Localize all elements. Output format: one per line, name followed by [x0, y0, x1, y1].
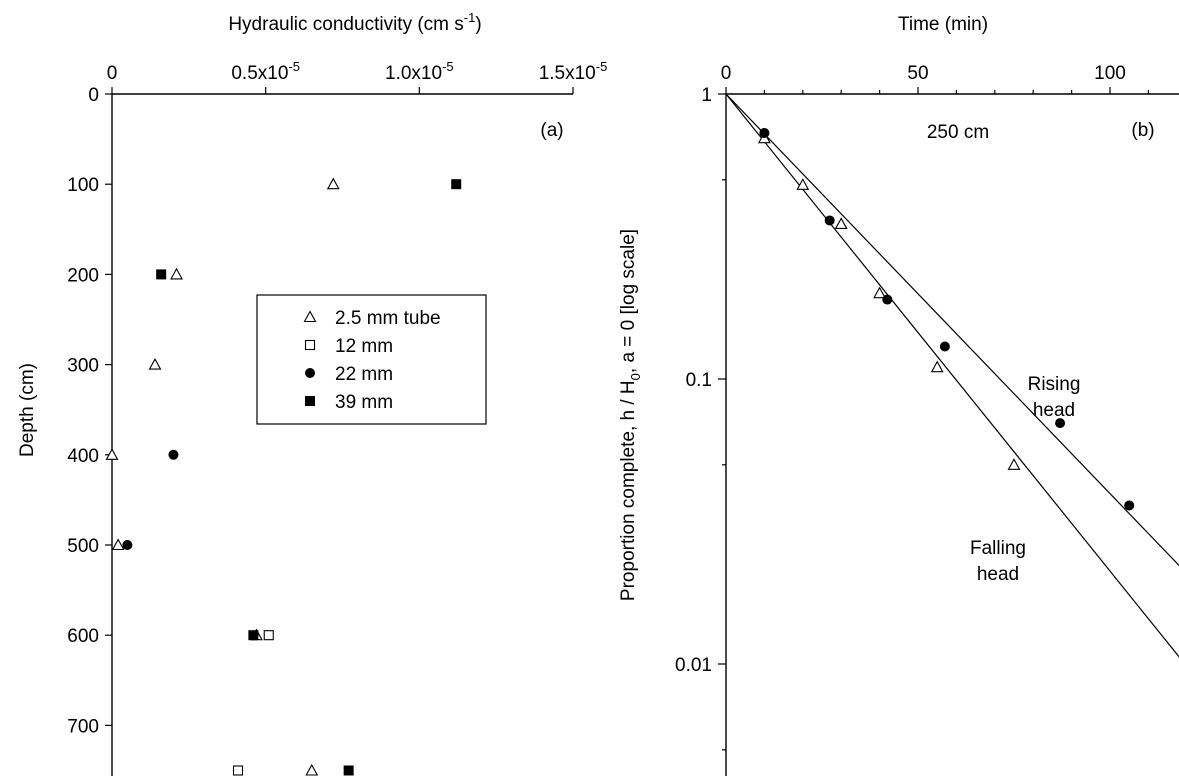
x-tick-label: 0	[721, 63, 732, 84]
data-point-rising-head	[939, 341, 950, 352]
y-tick-label: 100	[67, 175, 99, 196]
legend-label-22mm: 22 mm	[335, 364, 393, 385]
fit-line-falling-head	[725, 93, 1179, 658]
legend-label-12mm: 12 mm	[335, 336, 393, 357]
y-tick-label: 700	[67, 716, 99, 737]
data-point-2-5-mm-tube	[326, 177, 340, 190]
panel-b-y-title-post: , a = 0 [log scale]	[618, 229, 639, 373]
data-point-22-mm	[168, 449, 179, 460]
y-tick-label: 0	[88, 85, 99, 106]
annotation-rising-line2: head	[1033, 400, 1075, 421]
panel-b-points	[757, 127, 1135, 511]
panel-a-x-title-close: )	[475, 14, 481, 35]
y-tick-label: 300	[67, 356, 99, 377]
legend-marker-2-5-mm-tube	[303, 310, 317, 323]
legend-label-2-5mm: 2.5 mm tube	[335, 308, 441, 329]
data-point-falling-head	[834, 217, 848, 229]
data-point-falling-head	[873, 286, 887, 299]
x-tick-label: 0	[107, 63, 118, 84]
data-point-39-mm	[343, 765, 354, 776]
data-point-39-mm	[451, 179, 462, 190]
data-point-2-5-mm-tube	[148, 357, 162, 370]
annotation-rising-line1: Rising	[1028, 374, 1081, 395]
y-tick-label: 1	[701, 85, 712, 106]
legend-box	[256, 294, 487, 425]
panel-a: Hydraulic conductivity (cm s-1) Depth (c…	[17, 10, 607, 776]
panel-b-y-title-sub: 0	[628, 373, 643, 380]
panel-a-x-ticks: 0 0.5x10-5 1.0x10-5 1.5x10-5	[107, 59, 608, 94]
panel-b-label: (b)	[1131, 120, 1154, 141]
y-tick-label: 600	[67, 626, 99, 647]
data-point-2-5-mm-tube	[170, 267, 183, 280]
panel-a-x-title-main: Hydraulic conductivity (cm s	[228, 14, 463, 35]
panel-a-label: (a)	[540, 120, 563, 141]
panel-a-x-title-sup: -1	[464, 10, 476, 25]
data-point-falling-head	[1007, 458, 1021, 470]
panel-b: Time (min) Proportion complete, h / H0, …	[618, 14, 1179, 776]
panel-b-x-title: Time (min)	[898, 14, 988, 35]
y-tick-label: 200	[67, 265, 99, 286]
panel-a-points	[105, 177, 462, 776]
data-point-rising-head	[1124, 500, 1135, 511]
annotation-falling-line2: head	[977, 564, 1019, 585]
panel-a-y-ticks: 0 100 200 300 400 500 600 700	[67, 85, 112, 737]
x-tick-label: 1.0x10-5	[385, 59, 454, 84]
panel-b-x-ticks: 0 50 100	[721, 63, 1150, 94]
y-tick-label: 0.01	[675, 655, 712, 676]
y-tick-label: 400	[67, 446, 99, 467]
legend-label-39mm: 39 mm	[335, 392, 393, 413]
data-point-39-mm	[156, 269, 167, 280]
fit-line-rising-head	[725, 93, 1179, 567]
x-tick-label: 100	[1094, 63, 1126, 84]
data-point-rising-head	[759, 127, 770, 138]
panel-a-x-title: Hydraulic conductivity (cm s-1)	[228, 10, 481, 35]
data-point-12-mm	[232, 765, 244, 776]
data-point-39-mm	[248, 630, 259, 641]
x-tick-label: 1.5x10-5	[539, 59, 608, 84]
data-point-rising-head	[824, 215, 835, 226]
y-tick-label: 500	[67, 536, 99, 557]
annotation-falling-line1: Falling	[970, 538, 1026, 559]
x-tick-label: 0.5x10-5	[231, 59, 300, 84]
panel-a-y-title: Depth (cm)	[17, 363, 38, 457]
panel-b-fit-lines	[725, 93, 1179, 658]
data-point-2-5-mm-tube	[105, 448, 119, 460]
data-point-2-5-mm-tube	[111, 538, 125, 551]
annotation-250cm: 250 cm	[927, 122, 989, 143]
x-tick-label: 50	[907, 63, 928, 84]
panel-a-legend: 2.5 mm tube 12 mm 22 mm 39 mm	[256, 294, 487, 425]
y-tick-label: 0.1	[686, 370, 712, 391]
data-point-rising-head	[882, 294, 893, 305]
data-point-22-mm	[122, 540, 133, 550]
panel-b-y-ticks: 1 0.1 0.01	[675, 85, 726, 751]
data-point-12-mm	[263, 630, 274, 641]
data-point-rising-head	[1055, 418, 1066, 429]
legend-markers	[303, 310, 317, 406]
legend-marker-39-mm	[305, 396, 315, 406]
data-point-falling-head	[796, 178, 810, 190]
panel-b-y-title: Proportion complete, h / H0, a = 0 [log …	[618, 229, 643, 601]
panel-b-y-title-pre: Proportion complete, h / H	[618, 380, 639, 601]
legend-marker-22-mm	[305, 368, 315, 378]
data-point-2-5-mm-tube	[305, 763, 319, 776]
legend-marker-12-mm	[304, 339, 316, 351]
data-point-falling-head	[930, 360, 944, 373]
